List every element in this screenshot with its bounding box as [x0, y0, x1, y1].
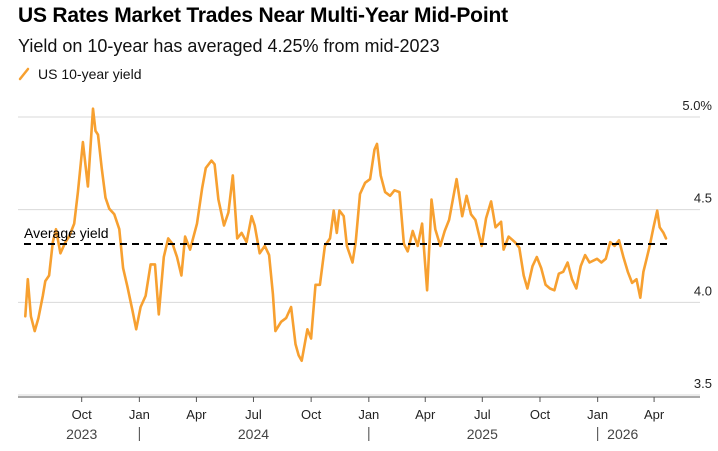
year-label: 2025: [467, 426, 498, 442]
year-label: 2026: [607, 426, 638, 442]
legend-swatch-icon: [18, 67, 30, 81]
y-axis: 3.5 4.0 4.5 5.0%: [682, 98, 712, 391]
y-tick-label: 4.5: [694, 191, 712, 206]
y-tick-label: 5.0%: [682, 98, 712, 113]
x-tick-label: Jul: [474, 407, 491, 422]
year-label: 2023: [66, 426, 97, 442]
series-line-us-10-year-yield: [23, 107, 668, 363]
chart-title: US Rates Market Trades Near Multi-Year M…: [18, 4, 508, 27]
x-tick-label: Jan: [129, 407, 150, 422]
x-tick-label: Jan: [587, 407, 608, 422]
average-line-group: Average yield: [24, 225, 672, 245]
gridlines: [18, 116, 700, 396]
y-tick-label: 4.0: [694, 283, 712, 298]
average-label: Average yield: [24, 225, 109, 241]
x-tick-label: Jan: [358, 407, 379, 422]
chart-subtitle: Yield on 10-year has averaged 4.25% from…: [18, 36, 440, 56]
x-axis: Oct Jan Apr Jul Oct Jan Apr Jul Oct Jan Apr 2023 202…: [18, 396, 700, 442]
x-tick-label: Oct: [530, 407, 551, 422]
y-tick-label: 3.5: [694, 376, 712, 391]
x-tick-label: Oct: [301, 407, 322, 422]
legend: US 10-year yield: [18, 66, 142, 82]
year-label: 2024: [238, 426, 269, 442]
x-tick-label: Jul: [245, 407, 262, 422]
x-tick-label: Apr: [415, 407, 436, 422]
x-tick-label: Apr: [644, 407, 665, 422]
series-layer: [23, 107, 668, 363]
x-tick-label: Oct: [72, 407, 93, 422]
x-tick-label: Apr: [186, 407, 207, 422]
legend-label: US 10-year yield: [38, 66, 142, 82]
